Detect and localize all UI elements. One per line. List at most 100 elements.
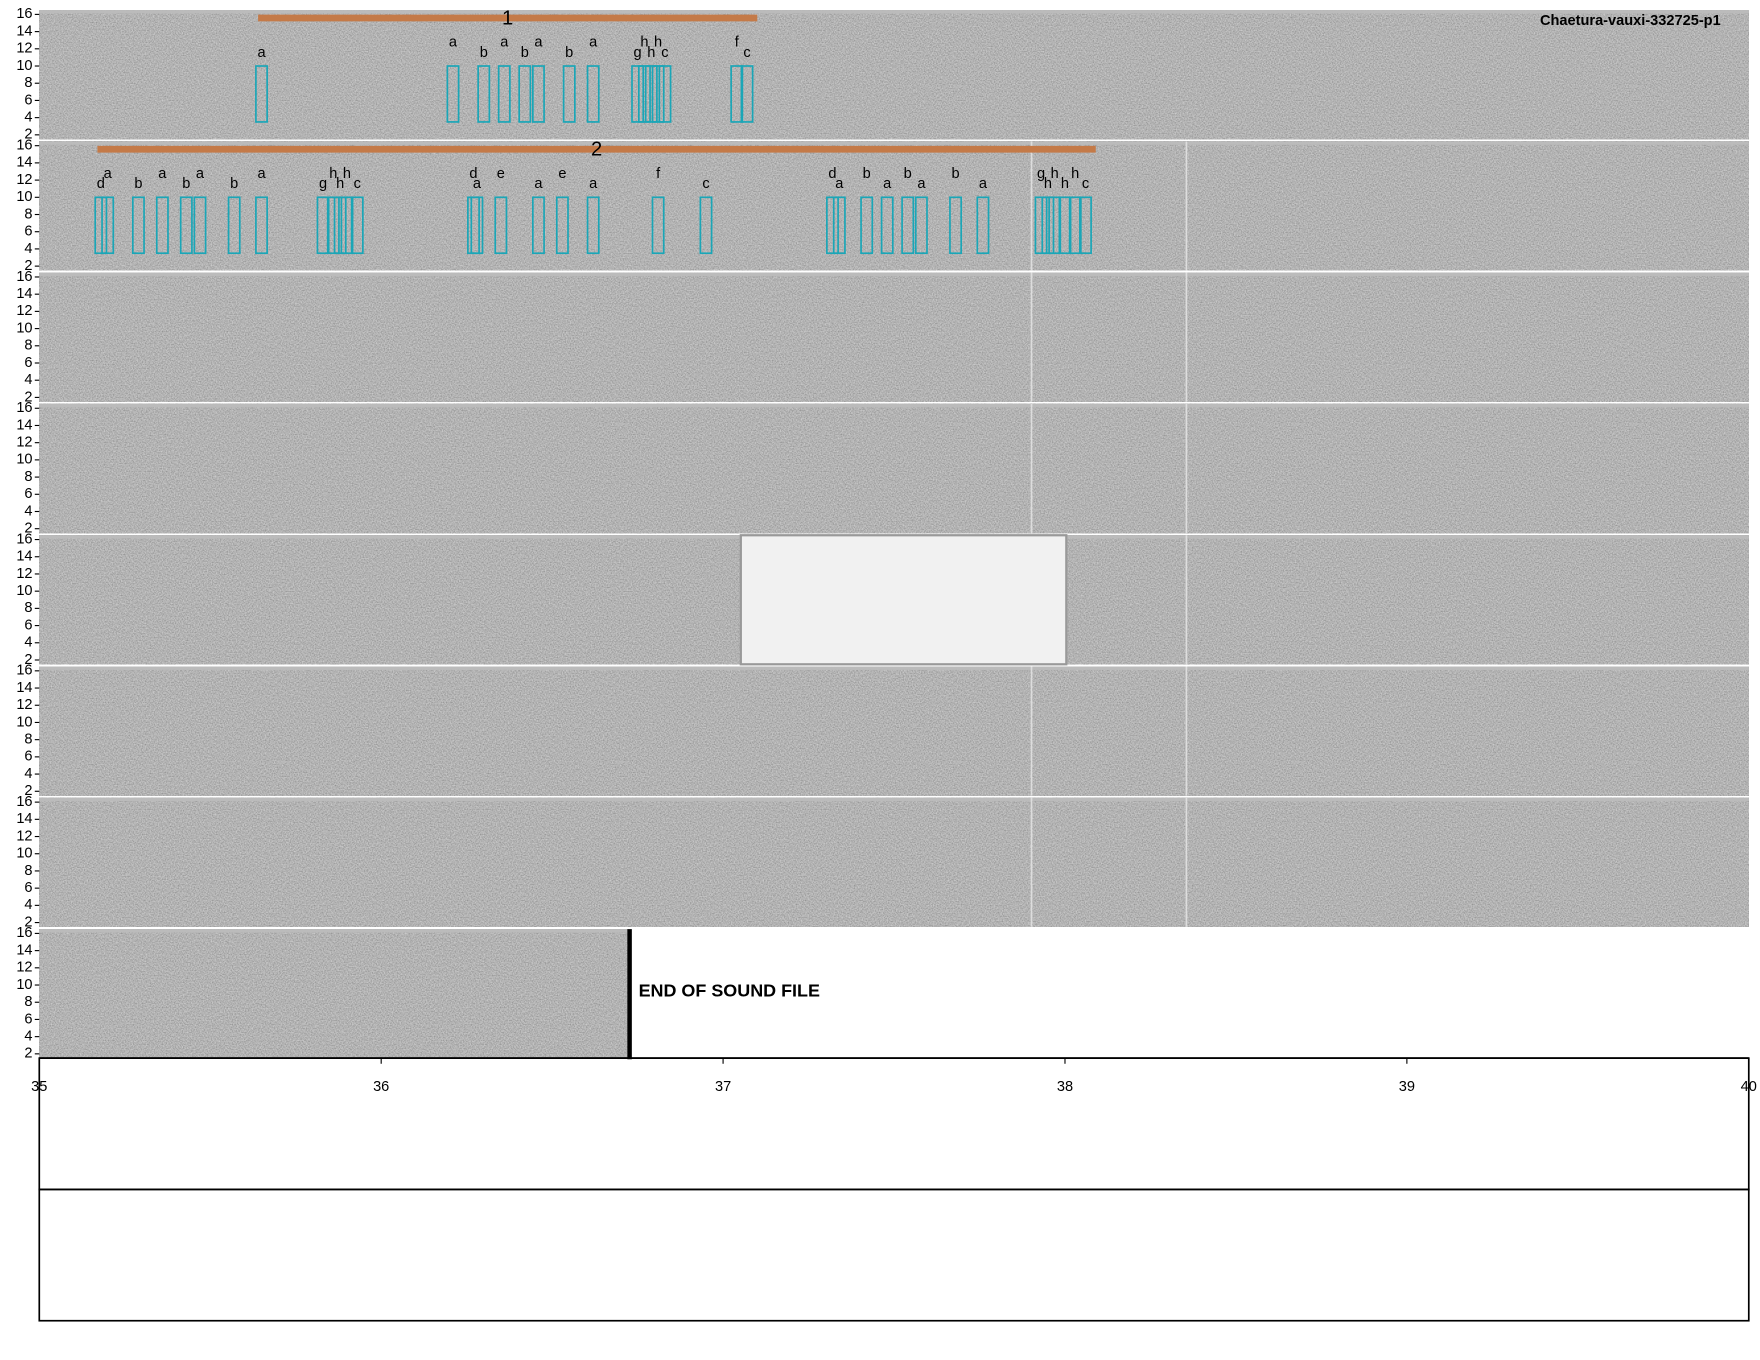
syllable-box: [532, 65, 545, 123]
y-tick-label: 12: [16, 566, 32, 582]
y-tick-label: 16: [16, 6, 32, 22]
syllable-box: [555, 196, 569, 255]
syllable-label: c: [743, 45, 750, 61]
syllable-box: [101, 196, 115, 255]
syllable-box: [255, 196, 268, 255]
y-tick-label: 12: [16, 435, 32, 451]
syllable-box: [658, 65, 672, 123]
y-tick-label: 16: [16, 663, 32, 679]
syllable-label: b: [565, 45, 573, 61]
syllable-box: [326, 196, 340, 255]
y-tick-label: 14: [16, 286, 32, 302]
syllable-label: a: [589, 176, 598, 192]
syllable-box: [1048, 196, 1062, 255]
y-tick-label: 6: [24, 486, 32, 502]
y-tick-label: 2: [24, 521, 32, 537]
syllable-label: g: [634, 45, 642, 61]
row-top-band: [39, 666, 1749, 670]
y-tick-label: 8: [24, 469, 32, 485]
row-top-band: [39, 929, 628, 933]
syllable-box: [562, 65, 576, 123]
spectrogram-row: [39, 272, 1749, 402]
x-tick-label: 38: [1057, 1079, 1073, 1095]
syllable-box: [730, 65, 744, 123]
syllable-label: c: [354, 176, 361, 192]
syllable-box: [155, 196, 169, 255]
syllable-label: b: [521, 45, 529, 61]
empty-panel: [38, 1188, 1750, 1322]
blank-block: [739, 534, 1068, 666]
x-tick-label: 39: [1399, 1079, 1415, 1095]
y-tick-label: 14: [16, 680, 32, 696]
syllable-box: [470, 196, 484, 255]
y-tick-label: 14: [16, 23, 32, 39]
syllable-box: [350, 196, 364, 255]
syllable-label: b: [134, 176, 142, 192]
syllable-box: [532, 196, 545, 255]
syllable-box: [446, 65, 460, 123]
syllable-label: d: [469, 166, 477, 182]
syllable-box: [631, 65, 645, 123]
y-tick-label: 4: [24, 372, 32, 388]
syllable-box: [1041, 196, 1055, 255]
y-tick-label: 4: [24, 241, 32, 257]
y-tick-label: 8: [24, 600, 32, 616]
syllable-box: [832, 196, 846, 255]
syllable-box: [518, 65, 532, 123]
syllable-label: h: [1071, 166, 1079, 182]
syllable-label: a: [104, 166, 113, 182]
syllable-label: h: [640, 35, 648, 51]
syllable-label: a: [158, 166, 167, 182]
syllable-box: [651, 65, 665, 123]
row-top-band: [39, 141, 1749, 145]
y-tick-label: 8: [24, 75, 32, 91]
syllable-label: a: [883, 176, 892, 192]
y-tick-label: 10: [16, 452, 32, 468]
syllable-box: [914, 196, 928, 255]
syllable-label: e: [558, 166, 566, 182]
y-tick-label: 12: [16, 41, 32, 57]
syllable-box: [1068, 196, 1082, 255]
y-tick-label: 16: [16, 925, 32, 941]
syllable-label: g: [319, 176, 327, 192]
y-tick-label: 4: [24, 635, 32, 651]
y-tick-label: 8: [24, 732, 32, 748]
y-tick-label: 10: [16, 189, 32, 205]
x-tick-label: 36: [373, 1079, 389, 1095]
spectrogram-row: [39, 10, 1749, 140]
y-tick-label: 14: [16, 549, 32, 565]
syllable-box: [826, 196, 839, 255]
syllable-label: a: [835, 176, 844, 192]
row-top-band: [39, 403, 1749, 408]
y-tick-label: 12: [16, 172, 32, 188]
spectrogram-row: [39, 666, 1749, 796]
syllable-label: h: [1061, 176, 1069, 192]
y-tick-label: 4: [24, 503, 32, 519]
syllable-label: b: [952, 166, 960, 182]
y-tick-label: 2: [24, 258, 32, 274]
y-tick-label: 16: [16, 138, 32, 154]
y-tick-label: 14: [16, 155, 32, 171]
figure-title: Chaetura-vauxi-332725-p1: [1540, 13, 1721, 29]
syllable-box: [255, 65, 268, 123]
syllable-box: [1079, 196, 1092, 255]
syllable-box: [586, 65, 600, 123]
syllable-label: h: [647, 45, 655, 61]
syllable-label: g: [1037, 166, 1045, 182]
syllable-box: [880, 196, 894, 255]
syllable-label: d: [97, 176, 105, 192]
syllable-label: f: [735, 35, 740, 51]
syllable-label: h: [1044, 176, 1052, 192]
y-tick-label: 14: [16, 811, 32, 827]
syllable-box: [227, 196, 241, 255]
y-tick-label: 10: [16, 977, 32, 993]
syllable-label: b: [230, 176, 238, 192]
y-tick-label: 16: [16, 269, 32, 285]
y-tick-label: 12: [16, 828, 32, 844]
y-tick-label: 8: [24, 338, 32, 354]
spectrogram-row: [39, 141, 1749, 271]
x-tick-label: 37: [715, 1079, 731, 1095]
y-tick-label: 16: [16, 794, 32, 810]
syllable-box: [1058, 196, 1072, 255]
syllable-label: a: [979, 176, 988, 192]
